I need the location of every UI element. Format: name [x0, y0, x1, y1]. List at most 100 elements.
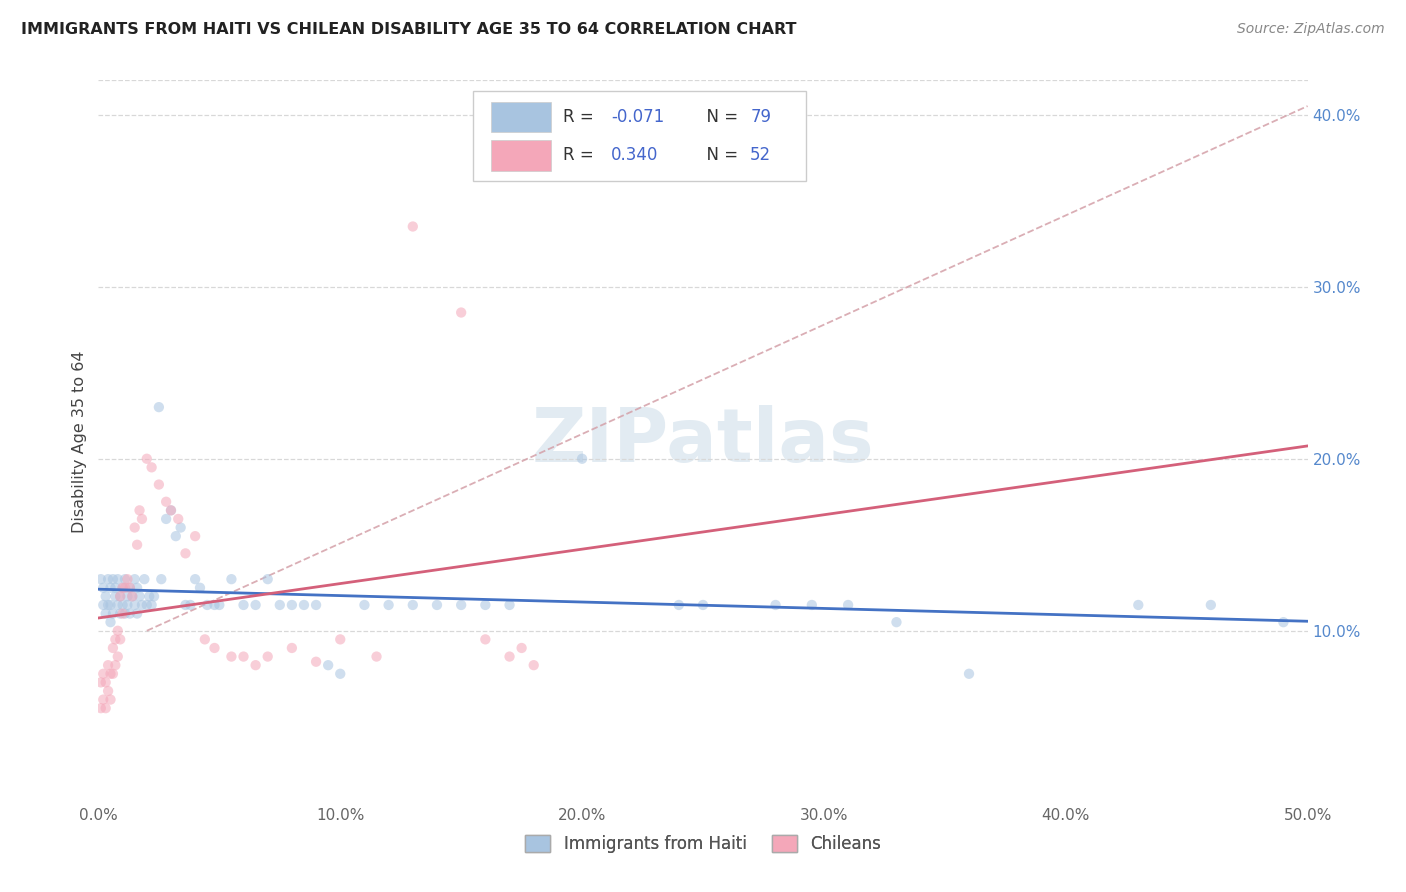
Point: [305, 598, 328, 612]
Point: [474, 632, 496, 647]
Point: [169, 520, 191, 534]
Point: [94, 701, 117, 715]
Point: [91, 692, 114, 706]
Text: ZIPatlas: ZIPatlas: [531, 405, 875, 478]
Point: [204, 598, 226, 612]
Point: [108, 590, 131, 604]
Point: [124, 598, 146, 612]
Point: [101, 572, 124, 586]
Point: [510, 640, 533, 655]
Point: [474, 598, 496, 612]
Point: [114, 572, 136, 586]
Point: [127, 538, 149, 552]
Point: [316, 658, 339, 673]
Point: [121, 590, 143, 604]
Point: [107, 572, 129, 586]
Point: [107, 624, 129, 638]
Point: [523, 658, 546, 673]
Point: [148, 477, 170, 491]
Point: [121, 590, 143, 604]
Point: [94, 675, 117, 690]
Point: [498, 649, 520, 664]
Point: [245, 598, 267, 612]
Point: [127, 607, 149, 621]
Text: 52: 52: [751, 146, 772, 164]
Point: [366, 649, 388, 664]
Point: [281, 598, 304, 612]
Point: [107, 598, 129, 612]
Point: [135, 598, 157, 612]
Point: [232, 649, 254, 664]
Point: [111, 598, 134, 612]
FancyBboxPatch shape: [474, 91, 806, 181]
Point: [208, 598, 231, 612]
Text: -0.071: -0.071: [612, 108, 665, 126]
Point: [114, 607, 136, 621]
Text: Source: ZipAtlas.com: Source: ZipAtlas.com: [1237, 22, 1385, 37]
Point: [90, 701, 112, 715]
Point: [118, 607, 141, 621]
Point: [160, 503, 183, 517]
Point: [97, 598, 120, 612]
Point: [188, 581, 211, 595]
Text: R =: R =: [562, 108, 599, 126]
Point: [167, 512, 190, 526]
Point: [150, 572, 173, 586]
Point: [108, 590, 131, 604]
Point: [101, 640, 124, 655]
Y-axis label: Disability Age 35 to 64: Disability Age 35 to 64: [72, 351, 87, 533]
Text: IMMIGRANTS FROM HAITI VS CHILEAN DISABILITY AGE 35 TO 64 CORRELATION CHART: IMMIGRANTS FROM HAITI VS CHILEAN DISABIL…: [21, 22, 797, 37]
Point: [155, 494, 177, 508]
Point: [100, 666, 122, 681]
Point: [155, 512, 177, 526]
Point: [800, 598, 823, 612]
Text: 79: 79: [751, 108, 770, 126]
Point: [138, 590, 160, 604]
Point: [837, 598, 859, 612]
Point: [281, 640, 304, 655]
Point: [1128, 598, 1150, 612]
Point: [118, 581, 141, 595]
Point: [143, 590, 166, 604]
Point: [174, 598, 197, 612]
Point: [108, 632, 131, 647]
Point: [269, 598, 291, 612]
Point: [91, 581, 114, 595]
Point: [184, 529, 207, 543]
Point: [124, 520, 146, 534]
Point: [184, 572, 207, 586]
Text: R =: R =: [562, 146, 599, 164]
Point: [160, 503, 183, 517]
Point: [94, 590, 117, 604]
Point: [128, 503, 150, 517]
Point: [256, 572, 278, 586]
Point: [165, 529, 187, 543]
Point: [91, 666, 114, 681]
Point: [692, 598, 714, 612]
Point: [353, 598, 375, 612]
Point: [101, 666, 124, 681]
Point: [305, 655, 328, 669]
Point: [668, 598, 690, 612]
Point: [174, 546, 197, 560]
Point: [256, 649, 278, 664]
Point: [117, 590, 139, 604]
Text: 0.340: 0.340: [612, 146, 658, 164]
Point: [128, 590, 150, 604]
Point: [90, 572, 112, 586]
Point: [450, 598, 472, 612]
Point: [97, 684, 120, 698]
Point: [377, 598, 399, 612]
Point: [135, 451, 157, 466]
Point: [886, 615, 908, 630]
Point: [111, 607, 134, 621]
Point: [111, 581, 134, 595]
Text: N =: N =: [696, 146, 744, 164]
Point: [232, 598, 254, 612]
Point: [179, 598, 201, 612]
Point: [97, 658, 120, 673]
Point: [221, 572, 243, 586]
Point: [131, 598, 153, 612]
Point: [1199, 598, 1222, 612]
Point: [127, 581, 149, 595]
